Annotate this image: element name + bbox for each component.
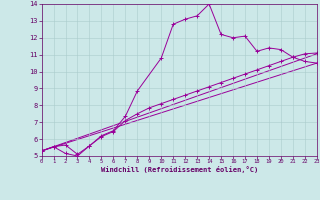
X-axis label: Windchill (Refroidissement éolien,°C): Windchill (Refroidissement éolien,°C) <box>100 166 258 173</box>
